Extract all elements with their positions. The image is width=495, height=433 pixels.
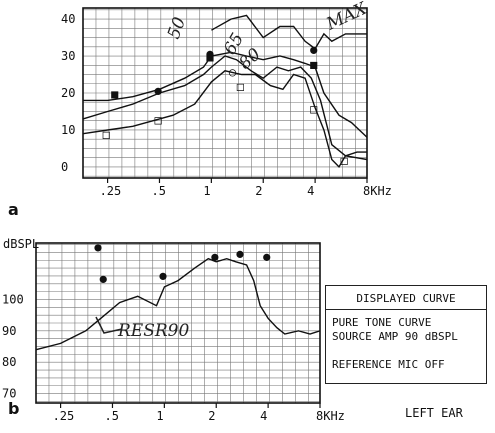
data-marker: ● — [236, 246, 244, 260]
series-line — [211, 14, 367, 50]
data-marker: ● — [154, 83, 162, 97]
data-marker: ■ — [111, 87, 119, 101]
x-tick-label: 2 — [208, 409, 215, 423]
x-tick-label: 8KHz — [316, 409, 345, 423]
y-tick-label: 10 — [61, 123, 75, 137]
data-marker: ● — [263, 250, 271, 264]
x-tick-label: .5 — [151, 184, 165, 198]
y-tick-label: 20 — [61, 86, 75, 100]
handwritten-annotation: RESR90 — [117, 321, 189, 341]
data-marker: □ — [237, 80, 244, 94]
data-marker: ■ — [206, 50, 214, 64]
data-marker: ● — [159, 268, 167, 282]
x-tick-label: 1 — [156, 409, 163, 423]
curve-info-box: PURE TONE CURVE SOURCE AMP 90 dBSPL REFE… — [325, 309, 487, 384]
x-tick-label: 1 — [203, 184, 210, 198]
data-marker: ● — [100, 272, 108, 286]
plot-frame — [82, 7, 368, 179]
handwritten-arrow — [95, 316, 123, 334]
y-tick-label: 30 — [61, 49, 75, 63]
y-tick-label: 90 — [2, 324, 16, 338]
panel-b-chart: .25 .5 1 2 4 8KHz 100 90 80 70 ● ● ● ● ● ● RESR90 — [2, 240, 345, 423]
plot-frame — [35, 242, 321, 404]
source-amp-text: SOURCE AMP 90 dBSPL — [332, 330, 458, 343]
displayed-curve-header-box: DISPLAYED CURVE — [325, 285, 487, 310]
reference-mic-text: REFERENCE MIC OFF — [332, 358, 445, 371]
y-tick-label: 70 — [2, 387, 16, 401]
series-line — [35, 257, 321, 351]
series-line — [83, 51, 368, 138]
series-line — [82, 70, 367, 169]
x-tick-label: .5 — [104, 409, 118, 423]
ear-label: LEFT EAR — [405, 406, 463, 420]
curve-type-text: PURE TONE CURVE — [332, 316, 432, 329]
data-marker: □ — [340, 154, 347, 168]
data-marker: □ — [310, 102, 317, 116]
x-tick-label: .25 — [53, 409, 75, 423]
handwritten-annotation: MAX — [323, 0, 371, 35]
x-tick-label: 4 — [307, 184, 314, 198]
data-marker: ● — [211, 250, 219, 264]
data-marker: □ — [103, 128, 110, 142]
data-marker: ○ — [229, 65, 236, 79]
x-tick-label: .25 — [100, 184, 122, 198]
data-marker: ■ — [310, 57, 318, 71]
data-marker: ● — [310, 43, 318, 57]
y-tick-label: 0 — [61, 160, 68, 174]
y-tick-label: 40 — [61, 12, 75, 26]
x-tick-label: 4 — [260, 409, 267, 423]
x-tick-label: 8KHz — [363, 184, 392, 198]
panel-a-label: a — [8, 200, 19, 219]
panel-b-y-axis-label: dBSPL — [3, 237, 39, 251]
x-tick-label: 2 — [255, 184, 262, 198]
displayed-curve-header: DISPLAYED CURVE — [356, 292, 456, 305]
series-line — [82, 55, 368, 161]
y-tick-label: 80 — [2, 355, 16, 369]
panel-b-label: b — [8, 399, 19, 418]
data-marker: ● — [94, 240, 102, 254]
data-marker: ● — [206, 46, 214, 60]
y-tick-label: 100 — [2, 292, 24, 306]
data-marker: □ — [154, 113, 161, 127]
